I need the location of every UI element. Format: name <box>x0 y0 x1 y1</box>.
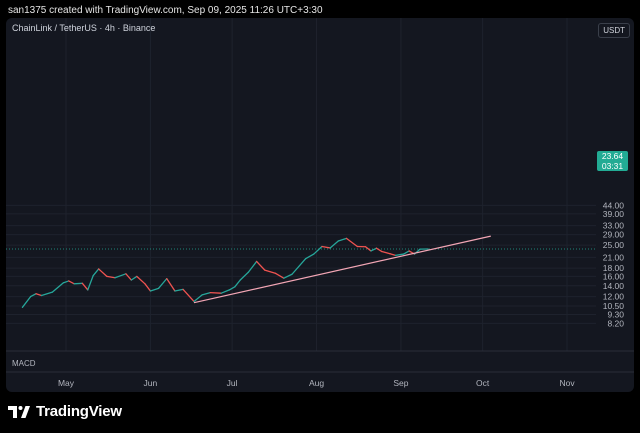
series-segment-up <box>291 258 307 275</box>
series-segment-up <box>40 291 54 297</box>
price-tick-label: 9.30 <box>607 310 624 320</box>
series-segment-up <box>157 277 168 289</box>
price-tick-label: 12.00 <box>603 292 625 302</box>
price-tick-label: 39.00 <box>603 209 625 219</box>
last-price-value: 23.64 <box>601 151 624 161</box>
series-segment-up <box>283 273 293 279</box>
series-segment-up <box>403 250 410 255</box>
price-tick-label: 18.00 <box>603 263 625 273</box>
series-segment-up <box>239 271 250 281</box>
series-segment-down <box>255 260 266 271</box>
series-segment-down <box>364 246 372 252</box>
series-segment-down <box>182 288 195 303</box>
chart-panel[interactable]: 44.00 39.00 33.00 29.00 25.00 21.00 18.00 16.00… <box>6 18 634 392</box>
price-tick-label: 21.00 <box>603 252 625 262</box>
price-tick-label: 44.00 <box>603 200 625 210</box>
price-tick-label: 14.00 <box>603 281 625 291</box>
series-segment-up <box>29 293 37 298</box>
series-segment-up <box>247 260 258 273</box>
series-segment-down <box>136 275 146 285</box>
trendline[interactable] <box>193 235 491 304</box>
series-segment-up <box>92 268 100 277</box>
time-tick-label: Aug <box>309 378 324 388</box>
series-segment-up <box>174 288 184 292</box>
series-segment-up <box>313 245 323 255</box>
bar-countdown: 03:31 <box>601 161 624 171</box>
price-tick-label: 8.20 <box>607 318 624 328</box>
series-segment-up <box>62 280 70 284</box>
series-segment-down <box>98 268 108 278</box>
series-segment-down <box>144 283 152 292</box>
last-price-tag: 23.64 03:31 <box>597 151 628 171</box>
series-segment-up <box>304 253 315 260</box>
series-segment-down <box>381 250 391 255</box>
series-segment-down <box>275 272 285 279</box>
time-tick-label: Sep <box>393 378 408 388</box>
price-series <box>21 237 429 308</box>
price-tick-label: 16.00 <box>603 271 625 281</box>
series-segment-up <box>149 287 160 292</box>
currency-badge[interactable]: USDT <box>598 23 630 38</box>
series-segment-down <box>68 280 75 285</box>
brand-wordmark: TradingView <box>36 403 122 420</box>
series-segment-down <box>209 291 222 294</box>
time-tick-label: Oct <box>476 378 490 388</box>
series-segment-down <box>345 237 359 248</box>
gridlines <box>6 18 596 351</box>
series-segment-up <box>114 273 127 279</box>
series-segment-up <box>51 282 64 293</box>
tradingview-logo[interactable]: TV TradingView <box>8 403 122 420</box>
series-segment-up <box>193 294 203 303</box>
symbol-title: ChainLink / TetherUS · 4h · Binance <box>12 23 156 33</box>
series-segment-up <box>337 237 348 242</box>
series-segment-down <box>35 293 43 297</box>
time-axis[interactable]: May Jun Jul Aug Sep Oct Nov <box>58 378 575 388</box>
time-tick-label: Jul <box>227 378 238 388</box>
series-segment-down <box>81 282 89 291</box>
series-segment-down <box>125 273 133 281</box>
price-tick-label: 29.00 <box>603 230 625 240</box>
series-segment-down <box>321 245 331 249</box>
series-segment-down <box>264 269 277 275</box>
time-tick-label: Jun <box>144 378 158 388</box>
series-segment-up <box>201 291 211 296</box>
series-segment-up <box>394 253 405 256</box>
series-segment-up <box>370 247 378 252</box>
time-tick-label: Nov <box>559 378 575 388</box>
price-tick-label: 25.00 <box>603 240 625 250</box>
series-segment-up <box>220 289 231 294</box>
macd-indicator-label[interactable]: MACD <box>12 359 36 368</box>
series-segment-up <box>130 275 138 281</box>
price-tick-label: 10.50 <box>603 301 625 311</box>
series-segment-up <box>234 279 241 288</box>
time-tick-label: May <box>58 378 75 388</box>
series-segment-down <box>166 277 176 292</box>
series-segment-down <box>375 247 383 253</box>
chart-caption: san1375 created with TradingView.com, Se… <box>8 5 323 16</box>
series-segment-up <box>87 274 94 291</box>
price-tick-label: 33.00 <box>603 221 625 231</box>
series-segment-up <box>329 240 339 249</box>
tradingview-logo-icon: TV <box>8 405 30 418</box>
series-segment-down <box>106 275 116 279</box>
series-segment-up <box>228 286 236 291</box>
series-segment-up <box>21 295 32 308</box>
series-segment-down <box>389 253 397 256</box>
